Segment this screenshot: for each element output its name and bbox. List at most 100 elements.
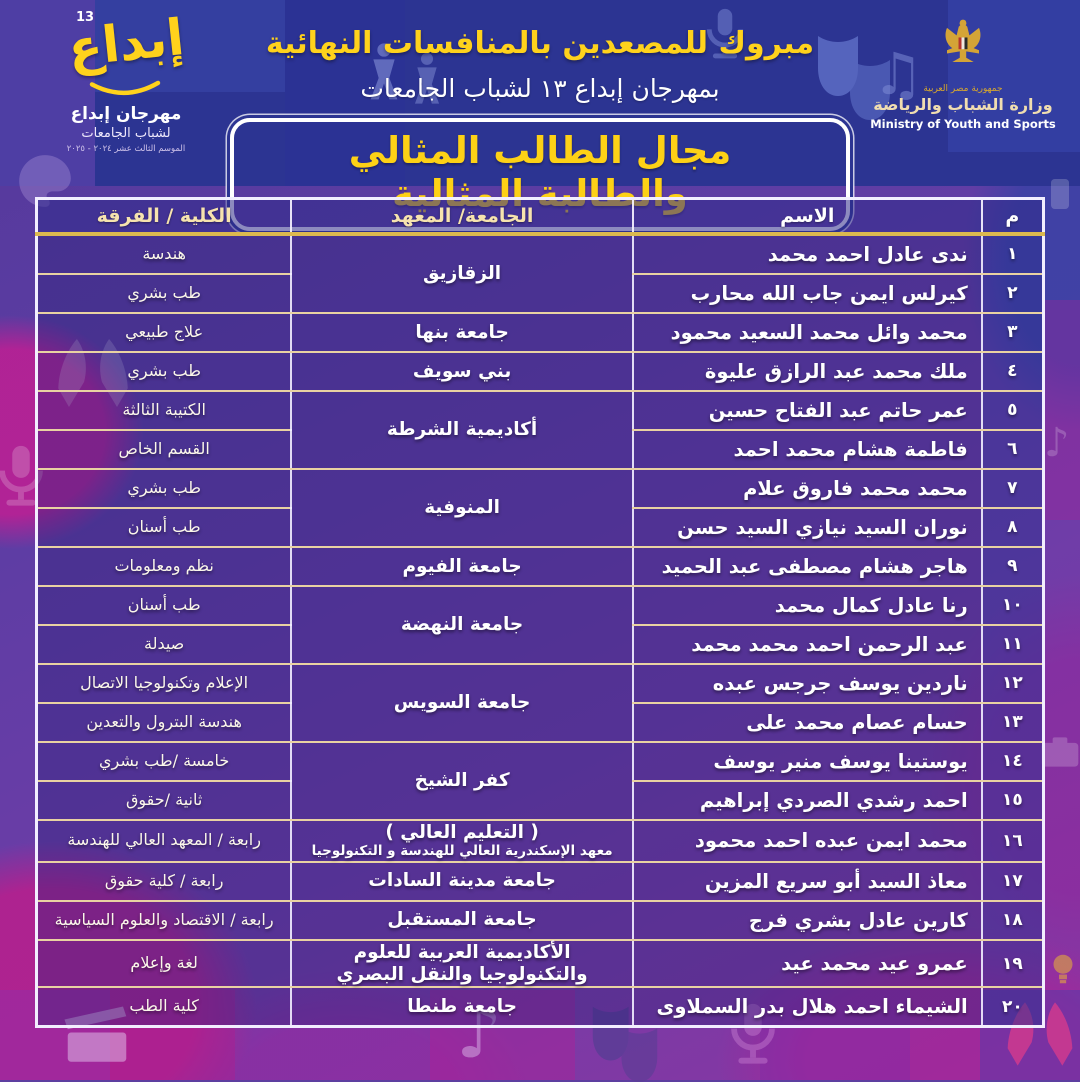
row-number: ٩ bbox=[980, 546, 1045, 587]
college-name: لغة وإعلام bbox=[35, 938, 293, 989]
university-name: جامعة المستقبل bbox=[290, 899, 634, 941]
university-name: جامعة طنطا bbox=[290, 986, 634, 1028]
table-row: ١٦ محمد ايمن عبده احمد محمود( التعليم الع… bbox=[35, 819, 1045, 863]
college-name: رابعة / المعهد العالي للهندسة bbox=[35, 819, 293, 863]
festival-name-line2: لشباب الجامعات bbox=[81, 126, 171, 141]
background-tile bbox=[948, 0, 1080, 152]
student-name: ندى عادل احمد محمد bbox=[631, 233, 983, 275]
row-number: ٧ bbox=[980, 468, 1045, 509]
college-name: طب بشري bbox=[35, 273, 293, 314]
row-number: ٤ bbox=[980, 351, 1045, 392]
music-note-icon: ♪ bbox=[1044, 420, 1070, 466]
column-header-university: الجامعة/ المعهد bbox=[290, 198, 634, 236]
college-name: صيدلة bbox=[35, 624, 293, 665]
student-name: احمد رشدي الصردي إبراهيم bbox=[631, 780, 983, 821]
row-number: ٥ bbox=[980, 390, 1045, 431]
music-note-icon: ♫ bbox=[872, 40, 924, 108]
festival-line: بمهرجان إبداع ١٣ لشباب الجامعات bbox=[360, 74, 720, 103]
university-name: كفر الشيخ bbox=[290, 741, 634, 821]
student-name: عمر حاتم عبد الفتاح حسين bbox=[631, 390, 983, 431]
student-name: ناردين يوسف جرجس عبده bbox=[631, 663, 983, 704]
college-name: هندسة bbox=[35, 233, 293, 275]
table-row: ١٥ احمد رشدي الصردي إبراهيم ثانية /حقوق bbox=[35, 780, 1045, 821]
student-name: محمد محمد فاروق علام bbox=[631, 468, 983, 509]
table-row: ١ ندى عادل احمد محمد الزقازيق هندسة bbox=[35, 233, 1045, 314]
university-name: جامعة مدينة السادات bbox=[290, 860, 634, 902]
row-number: ١ bbox=[980, 233, 1045, 275]
table-row: ٧ محمد محمد فاروق علام المنوفية طب بشري bbox=[35, 468, 1045, 548]
university-name: جامعة السويس bbox=[290, 663, 634, 743]
table-row: ١٣ حسام عصام محمد على هندسة البترول والتعد… bbox=[35, 702, 1045, 743]
college-name: الإعلام وتكنولوجيا الاتصال bbox=[35, 663, 293, 704]
table-row: ١٢ ناردين يوسف جرجس عبده جامعة السويس الإعل… bbox=[35, 663, 1045, 743]
festival-season-line: الموسم الثالث عشر ٢٠٢٤ - ٢٠٢٥ bbox=[66, 144, 186, 154]
column-header-name: الاسم bbox=[631, 198, 983, 236]
festival-badge-number: 13 bbox=[76, 10, 95, 25]
college-name: نظم ومعلومات bbox=[35, 546, 293, 587]
results-table-container: م الاسم الجامعة/ المعهد الكلية / الفرقة … bbox=[35, 197, 1045, 1029]
table-row: ٢٠ الشيماء احمد هلال بدر السملاوى جامعة طن… bbox=[35, 986, 1045, 1028]
table-header-row: م الاسم الجامعة/ المعهد الكلية / الفرقة bbox=[35, 198, 1045, 236]
university-name: جامعة بنها bbox=[290, 312, 634, 353]
festival-wordmark: إبداع bbox=[65, 8, 187, 78]
college-name: خامسة /طب بشري bbox=[35, 741, 293, 782]
university-name: ( التعليم العالي ) معهد الإسكندرية العالي… bbox=[290, 819, 634, 863]
ministry-country-line: جمهورية مصر العربية bbox=[923, 84, 1003, 94]
university-name: الزقازيق bbox=[290, 233, 634, 314]
college-name: الكتيبة الثالثة bbox=[35, 390, 293, 431]
ministry-logo: جمهورية مصر العربية وزارة الشباب والرياض… bbox=[868, 14, 1058, 131]
student-name: فاطمة هشام محمد احمد bbox=[631, 429, 983, 470]
phone-icon bbox=[1042, 168, 1078, 220]
row-number: ١٥ bbox=[980, 780, 1045, 821]
student-name: محمد ايمن عبده احمد محمود bbox=[631, 819, 983, 863]
student-name: كارين عادل بشري فرج bbox=[631, 899, 983, 941]
college-name: كلية الطب bbox=[35, 986, 293, 1028]
background-tile bbox=[285, 0, 405, 186]
congrats-line: مبروك للمصعدين بالمنافسات النهائية bbox=[265, 26, 815, 61]
table-row: ٣ محمد وائل محمد السعيد محمود جامعة بنها عل… bbox=[35, 312, 1045, 353]
student-name: هاجر هشام مصطفى عبد الحميد bbox=[631, 546, 983, 587]
table-row: ١٧ معاذ السيد أبو سريع المزين جامعة مدينة … bbox=[35, 860, 1045, 902]
festival-calligraphy: 13 إبداع bbox=[42, 8, 210, 100]
student-name: ملك محمد عبد الرازق عليوة bbox=[631, 351, 983, 392]
row-number: ١٧ bbox=[980, 860, 1045, 902]
student-name: رنا عادل كمال محمد bbox=[631, 585, 983, 626]
results-table: م الاسم الجامعة/ المعهد الكلية / الفرقة … bbox=[35, 197, 1045, 1029]
university-name: المنوفية bbox=[290, 468, 634, 548]
table-row: ٤ ملك محمد عبد الرازق عليوة بني سويف طب بشر… bbox=[35, 351, 1045, 392]
row-number: ١٤ bbox=[980, 741, 1045, 782]
festival-logo: 13 إبداع مهرجان إبداع لشباب الجامعات الم… bbox=[42, 8, 210, 154]
row-number: ١٣ bbox=[980, 702, 1045, 743]
university-name: أكاديمية الشرطة bbox=[290, 390, 634, 470]
row-number: ٦ bbox=[980, 429, 1045, 470]
table-row: ١٤ يوستينا يوسف منير يوسف كفر الشيخ خامسة /… bbox=[35, 741, 1045, 821]
row-number: ٢ bbox=[980, 273, 1045, 314]
column-header-college: الكلية / الفرقة bbox=[35, 198, 293, 236]
table-row: ١٨ كارين عادل بشري فرج جامعة المستقبل رابعة… bbox=[35, 899, 1045, 941]
college-name: علاج طبيعي bbox=[35, 312, 293, 353]
student-name: كيرلس ايمن جاب الله محارب bbox=[631, 273, 983, 314]
table-row: ٢ كيرلس ايمن جاب الله محارب طب بشري bbox=[35, 273, 1045, 314]
university-name: جامعة الفيوم bbox=[290, 546, 634, 587]
ministry-name-arabic: وزارة الشباب والرياضة bbox=[873, 95, 1053, 114]
college-name: ثانية /حقوق bbox=[35, 780, 293, 821]
college-name: طب بشري bbox=[35, 351, 293, 392]
student-name: عمرو عيد محمد عيد bbox=[631, 938, 983, 989]
student-name: الشيماء احمد هلال بدر السملاوى bbox=[631, 986, 983, 1028]
table-row: ٥ عمر حاتم عبد الفتاح حسين أكاديمية الشرطة… bbox=[35, 390, 1045, 470]
row-number: ١٦ bbox=[980, 819, 1045, 863]
student-name: محمد وائل محمد السعيد محمود bbox=[631, 312, 983, 353]
student-name: نوران السيد نيازي السيد حسن bbox=[631, 507, 983, 548]
ministry-name-english: Ministry of Youth and Sports bbox=[870, 117, 1056, 131]
university-name: الأكاديمية العربية للعلوم والتكنولوجيا و… bbox=[290, 938, 634, 989]
lightbulb-icon bbox=[1044, 950, 1080, 988]
university-name: جامعة النهضة bbox=[290, 585, 634, 665]
student-name: معاذ السيد أبو سريع المزين bbox=[631, 860, 983, 902]
college-name: طب بشري bbox=[35, 468, 293, 509]
background-tile bbox=[1045, 300, 1080, 520]
college-name: القسم الخاص bbox=[35, 429, 293, 470]
student-name: يوستينا يوسف منير يوسف bbox=[631, 741, 983, 782]
festival-name-line1: مهرجان إبداع bbox=[70, 104, 182, 124]
row-number: ١٠ bbox=[980, 585, 1045, 626]
student-name: حسام عصام محمد على bbox=[631, 702, 983, 743]
